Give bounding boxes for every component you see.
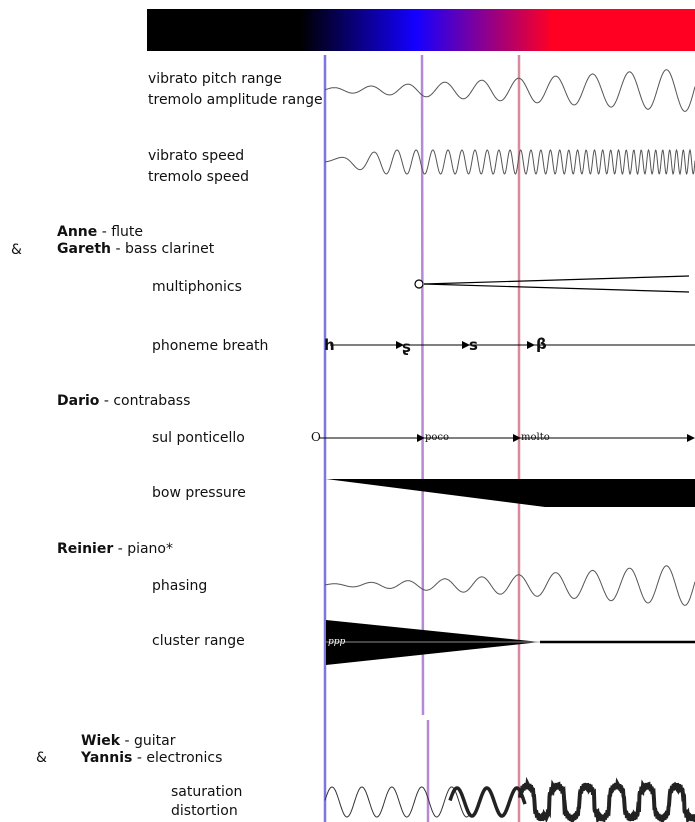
label-vibrato-speed: vibrato speed [148,148,245,164]
label-tremolo-amplitude: tremolo amplitude range [148,92,323,108]
marker-line-2 [420,54,425,716]
saturation-wave-thick [448,786,527,818]
ampersand-1: & [11,242,22,258]
player-name-yannis: Yannis [81,750,133,766]
label-tremolo-speed: tremolo speed [148,169,249,185]
ponticello-molto: molto [521,432,550,443]
player-inst-electronics: - electronics [132,750,223,766]
phoneme-s: s [469,336,478,354]
multiphonics-wedge-upper [423,275,690,285]
label-cluster-range: cluster range [152,633,245,649]
ponticello-start-circle: O [311,430,321,444]
player-name-reinier: Reinier [57,541,114,557]
player-reinier: Reinier - piano* [57,541,173,558]
dynamic-ppp: ppp [328,637,346,647]
vibrato-speed-wave [325,148,695,176]
label-multiphonics: multiphonics [152,279,242,295]
ampersand-2: & [36,750,47,766]
player-inst-guitar: - guitar [120,733,176,749]
color-gradient-bar [147,9,695,51]
label-distortion: distortion [171,803,238,819]
label-bow-pressure: bow pressure [152,485,246,501]
ponticello-arrow-2 [513,434,521,442]
player-inst-flute: - flute [97,224,144,240]
phoneme-arrow-2 [462,341,470,349]
label-sul-ponticello: sul ponticello [152,430,245,446]
phoneme-beta: β [536,335,547,353]
player-inst-contrabass: - contrabass [99,393,191,409]
player-name-wiek: Wiek [81,733,121,749]
player-gareth: Gareth - bass clarinet [57,241,214,258]
saturation-wave-distorted [518,776,695,822]
multiphonics-wedge-lower [423,283,690,293]
player-name-anne: Anne [57,224,98,240]
label-saturation: saturation [171,784,243,800]
multiphonics-start-circle [414,279,424,289]
player-inst-piano: - piano* [113,541,173,557]
ponticello-arrow-3 [687,434,695,442]
phoneme-arrow-1 [396,341,404,349]
ponticello-arrow-1 [417,434,425,442]
vibrato-pitch-wave [324,69,695,112]
phasing-wave [324,565,695,606]
player-inst-bass-clarinet: - bass clarinet [111,241,215,257]
phoneme-arrow-3 [527,341,535,349]
label-vibrato-pitch: vibrato pitch range [148,71,282,87]
player-name-dario: Dario [57,393,100,409]
player-name-gareth: Gareth [57,241,111,257]
player-anne: Anne - flute [57,224,143,241]
player-yannis: Yannis - electronics [81,750,222,767]
player-wiek: Wiek - guitar [81,733,175,750]
phoneme-h: h [324,336,335,354]
phoneme-s-retroflex: ʂ [402,338,411,356]
saturation-wave-clean [324,786,471,818]
label-phasing: phasing [152,578,208,594]
label-phoneme-breath: phoneme breath [152,338,269,354]
bow-pressure-wedge [326,479,695,507]
cluster-range-wedge [326,620,540,665]
ponticello-poco: poco [425,432,450,443]
player-dario: Dario - contrabass [57,393,190,410]
